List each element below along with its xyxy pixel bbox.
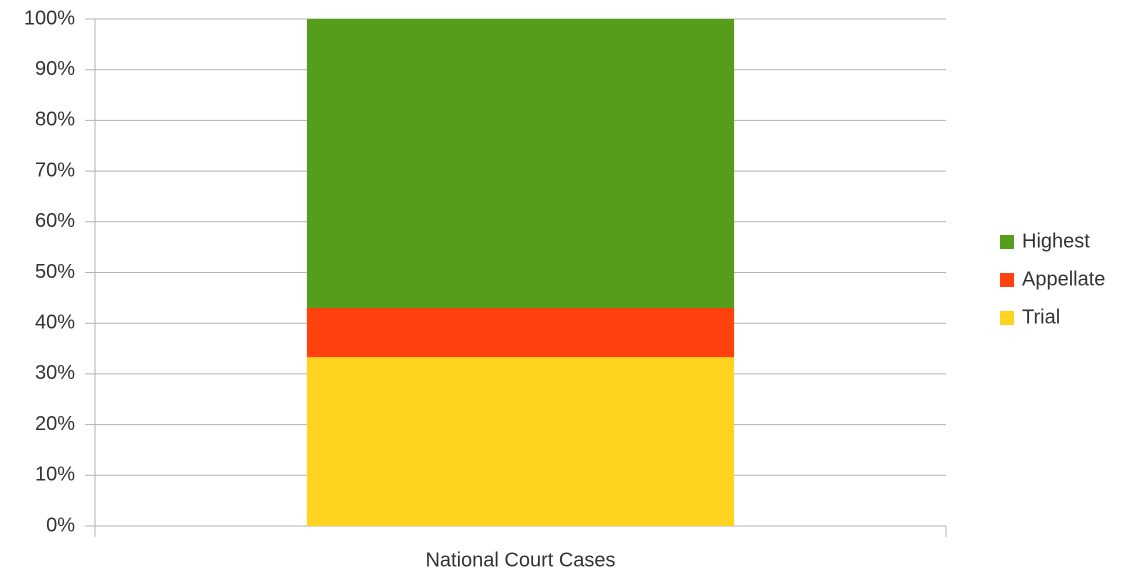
- legend-swatch: [1000, 273, 1014, 287]
- x-tick-label: National Court Cases: [425, 549, 615, 571]
- legend-swatch: [1000, 311, 1014, 325]
- y-tick-label: 70%: [35, 159, 75, 181]
- legend-label: Appellate: [1022, 268, 1105, 290]
- y-tick-label: 80%: [35, 109, 75, 131]
- legend-label: Trial: [1022, 306, 1060, 328]
- y-tick-label: 20%: [35, 413, 75, 435]
- bar-segment: [306, 357, 735, 526]
- y-tick-label: 10%: [35, 464, 75, 486]
- y-tick-label: 60%: [35, 210, 75, 232]
- y-tick-label: 100%: [24, 7, 75, 29]
- bar-segment: [306, 19, 735, 308]
- y-tick-label: 40%: [35, 311, 75, 333]
- y-tick-label: 0%: [46, 514, 75, 536]
- legend-label: Highest: [1022, 230, 1090, 252]
- bar-segment: [306, 307, 735, 358]
- y-tick-label: 50%: [35, 261, 75, 283]
- y-tick-label: 90%: [35, 58, 75, 80]
- y-tick-label: 30%: [35, 362, 75, 384]
- legend-swatch: [1000, 235, 1014, 249]
